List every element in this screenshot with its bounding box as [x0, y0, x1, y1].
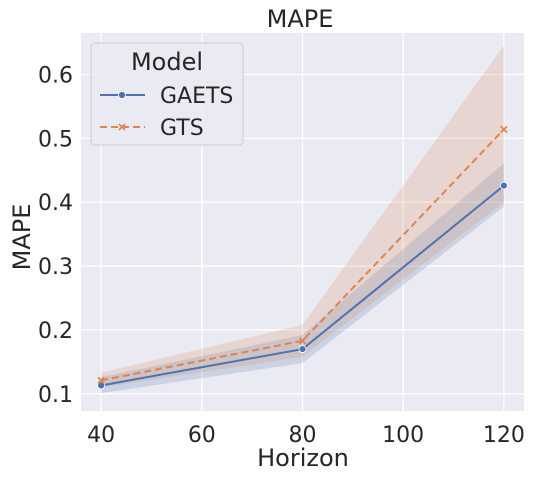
legend-title: Model	[131, 48, 203, 76]
data-point-stroke	[298, 337, 307, 345]
y-tick-label: 0.1	[38, 383, 73, 408]
legend-marker-stroke	[118, 123, 126, 131]
y-tick-label: 0.3	[38, 255, 73, 280]
x-tick-label: 60	[188, 423, 216, 448]
legend: Model GAETS GTS	[90, 42, 244, 146]
legend-marker-gts	[118, 123, 126, 131]
x-tick-labels: 40 60 80 100 120	[87, 423, 525, 448]
y-axis-label: MAPE	[8, 204, 36, 271]
ci-band-gts	[101, 45, 504, 388]
x-tick-label: 80	[289, 423, 317, 448]
data-point-gts	[298, 337, 307, 345]
legend-marker-gaets	[118, 91, 126, 99]
data-point-gaets	[97, 381, 106, 390]
x-tick-label: 100	[382, 423, 424, 448]
data-point-gts	[500, 125, 508, 134]
series-line-gts	[100, 128, 505, 382]
y-tick-labels: 0.1 0.2 0.3 0.4 0.5 0.6	[38, 64, 73, 408]
data-point-stroke	[500, 125, 508, 134]
x-tick-label: 120	[483, 423, 525, 448]
data-point-gts	[97, 376, 105, 384]
y-tick-label: 0.6	[38, 64, 73, 89]
data-point-gaets	[499, 181, 508, 190]
legend-entry-gts: GTS	[100, 116, 204, 141]
legend-label-gts: GTS	[160, 116, 204, 141]
gridlines	[81, 33, 524, 411]
y-tick-label: 0.2	[38, 319, 73, 344]
legend-entry-gaets: GAETS	[100, 84, 233, 109]
data-point-gaets	[298, 345, 307, 353]
data-point-stroke	[97, 376, 105, 384]
y-tick-label: 0.5	[38, 127, 73, 152]
y-tick-label: 0.4	[38, 191, 73, 216]
legend-box	[90, 42, 244, 146]
legend-label-gaets: GAETS	[160, 84, 233, 109]
chart-title: MAPE	[267, 5, 334, 33]
x-axis-label: Horizon	[257, 444, 349, 472]
x-tick-label: 40	[87, 423, 115, 448]
series-markers	[97, 125, 508, 390]
